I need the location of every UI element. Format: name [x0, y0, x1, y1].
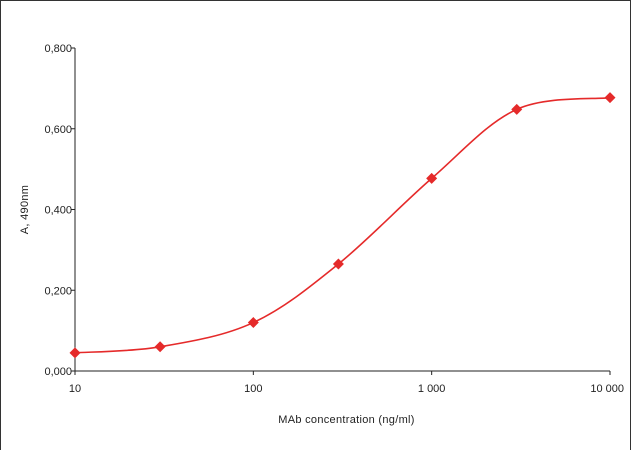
- y-tick-label: 0,400: [44, 205, 72, 217]
- y-tick-label: 0,800: [44, 43, 72, 55]
- x-tick-label: 10 000: [590, 383, 624, 395]
- x-tick-label: 10: [69, 383, 81, 395]
- data-point: [426, 172, 438, 184]
- x-tick-label: 1 000: [418, 383, 446, 395]
- y-tick-label: 0,600: [44, 124, 72, 136]
- series-layer: [69, 92, 616, 359]
- x-ticks: 10 100 1 000 10 000: [69, 371, 624, 395]
- data-point: [604, 92, 616, 104]
- data-point: [332, 258, 344, 270]
- data-point: [154, 341, 166, 353]
- data-point: [69, 347, 81, 359]
- axes: [74, 48, 610, 372]
- data-point: [511, 103, 523, 115]
- x-tick-label: 100: [244, 383, 262, 395]
- series-line: [74, 96, 611, 354]
- y-ticks: 0,000 0,200 0,400 0,600 0,800: [44, 43, 75, 378]
- y-axis-title: A, 490nm: [19, 185, 31, 234]
- data-point: [247, 317, 259, 329]
- y-tick-label: 0,200: [44, 285, 72, 297]
- y-tick-label: 0,000: [44, 366, 72, 378]
- x-axis-title: MAb concentration (ng/ml): [278, 414, 415, 426]
